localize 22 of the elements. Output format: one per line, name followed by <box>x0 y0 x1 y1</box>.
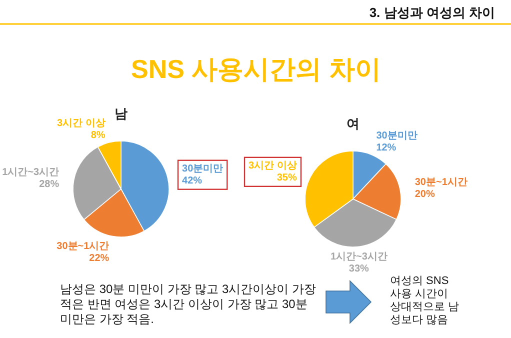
data-label: 42% <box>182 175 202 186</box>
text: 남성은 30분 미만이 가장 많고 3시간이상이 가장 적은 반면 여성은 3시간 이상이 가장 많고 30분 미만은 가장 적음. <box>60 282 318 327</box>
data-label: 12% <box>376 142 396 154</box>
slice-label: 3시간 이상 <box>248 160 297 172</box>
chart-title: 남 <box>114 106 128 121</box>
slice-label: 1시간~3시간 <box>2 167 60 178</box>
slice-label: 30분~1시간 <box>414 177 468 188</box>
data-label: 35% <box>276 172 297 184</box>
data-label: 28% <box>39 179 60 190</box>
text: 3. 남성과 여성의 차이 <box>369 5 495 20</box>
data-label: 22% <box>89 252 110 264</box>
text: SNS 사용시간의 차이 <box>131 54 381 84</box>
chart-title: 여 <box>346 116 360 131</box>
slice-label: 1시간~3시간 <box>330 252 388 263</box>
slice-label: 30분미만 <box>182 163 224 174</box>
text: 여성의 SNS 사용 시간이 상대적으로 남성보다 많음 <box>390 275 460 327</box>
slice-label: 3시간 이상 <box>56 118 106 129</box>
data-label: 20% <box>414 189 436 200</box>
slice-label: 30분미만 <box>376 130 418 142</box>
data-label: 33% <box>348 264 370 275</box>
data-label: 8% <box>90 130 106 141</box>
slice-label: 30분~1시간 <box>56 240 110 252</box>
